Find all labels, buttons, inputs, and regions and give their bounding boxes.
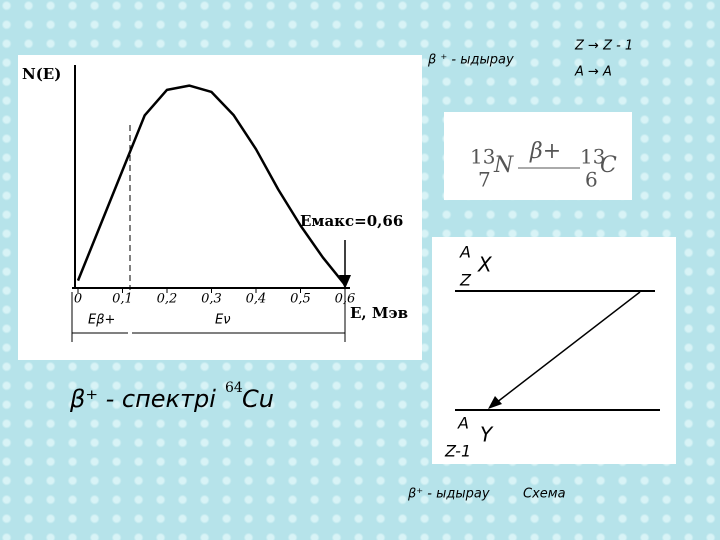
charge: Z xyxy=(459,271,472,290)
decay-title: β ⁺ - ыдырау xyxy=(427,53,514,68)
mass: 13 xyxy=(580,145,605,169)
range-label: Eν xyxy=(215,313,230,328)
rule: Z → Z - 1 xyxy=(574,39,633,54)
x-tick-label: 0,1 xyxy=(112,292,133,307)
nucleus: Y xyxy=(480,423,494,447)
nucleus: C xyxy=(600,153,617,178)
charge: Z-1 xyxy=(444,442,471,461)
rule: A → A xyxy=(574,65,612,80)
x-label: E, Мэв xyxy=(350,304,408,322)
particle: β+ xyxy=(529,139,561,164)
mass: 13 xyxy=(470,145,495,169)
arrow-head xyxy=(488,396,502,409)
nucleus: N xyxy=(493,153,514,178)
x-tick-label: 0,3 xyxy=(201,292,222,307)
x-tick-label: 0,6 xyxy=(335,292,356,307)
transition xyxy=(491,291,641,407)
reaction-panel xyxy=(444,112,632,200)
x-tick-label: 0,2 xyxy=(157,292,178,307)
footer: Схема xyxy=(523,487,566,502)
chart-panel xyxy=(18,55,422,360)
x-tick-label: 0,5 xyxy=(290,292,311,307)
charge: 6 xyxy=(585,168,598,192)
range-label: Eβ+ xyxy=(88,313,115,328)
isotope-mass: 64 xyxy=(225,380,243,396)
y-label: N(E) xyxy=(22,65,61,83)
charge: 7 xyxy=(478,168,491,192)
arrow-head xyxy=(339,275,351,289)
caption: β⁺ - спектрі xyxy=(69,385,216,413)
mass: A xyxy=(459,243,471,262)
scheme-panel xyxy=(432,237,676,464)
curve xyxy=(76,84,346,286)
isotope: Cu xyxy=(242,385,274,413)
x-tick-label: 0 xyxy=(74,292,82,307)
mass: A xyxy=(457,414,469,433)
annotation: Eмакс=0,66 xyxy=(300,212,403,230)
x-tick-label: 0,4 xyxy=(246,292,267,307)
nucleus: X xyxy=(477,253,493,277)
footer: β⁺ - ыдырау xyxy=(407,487,490,502)
